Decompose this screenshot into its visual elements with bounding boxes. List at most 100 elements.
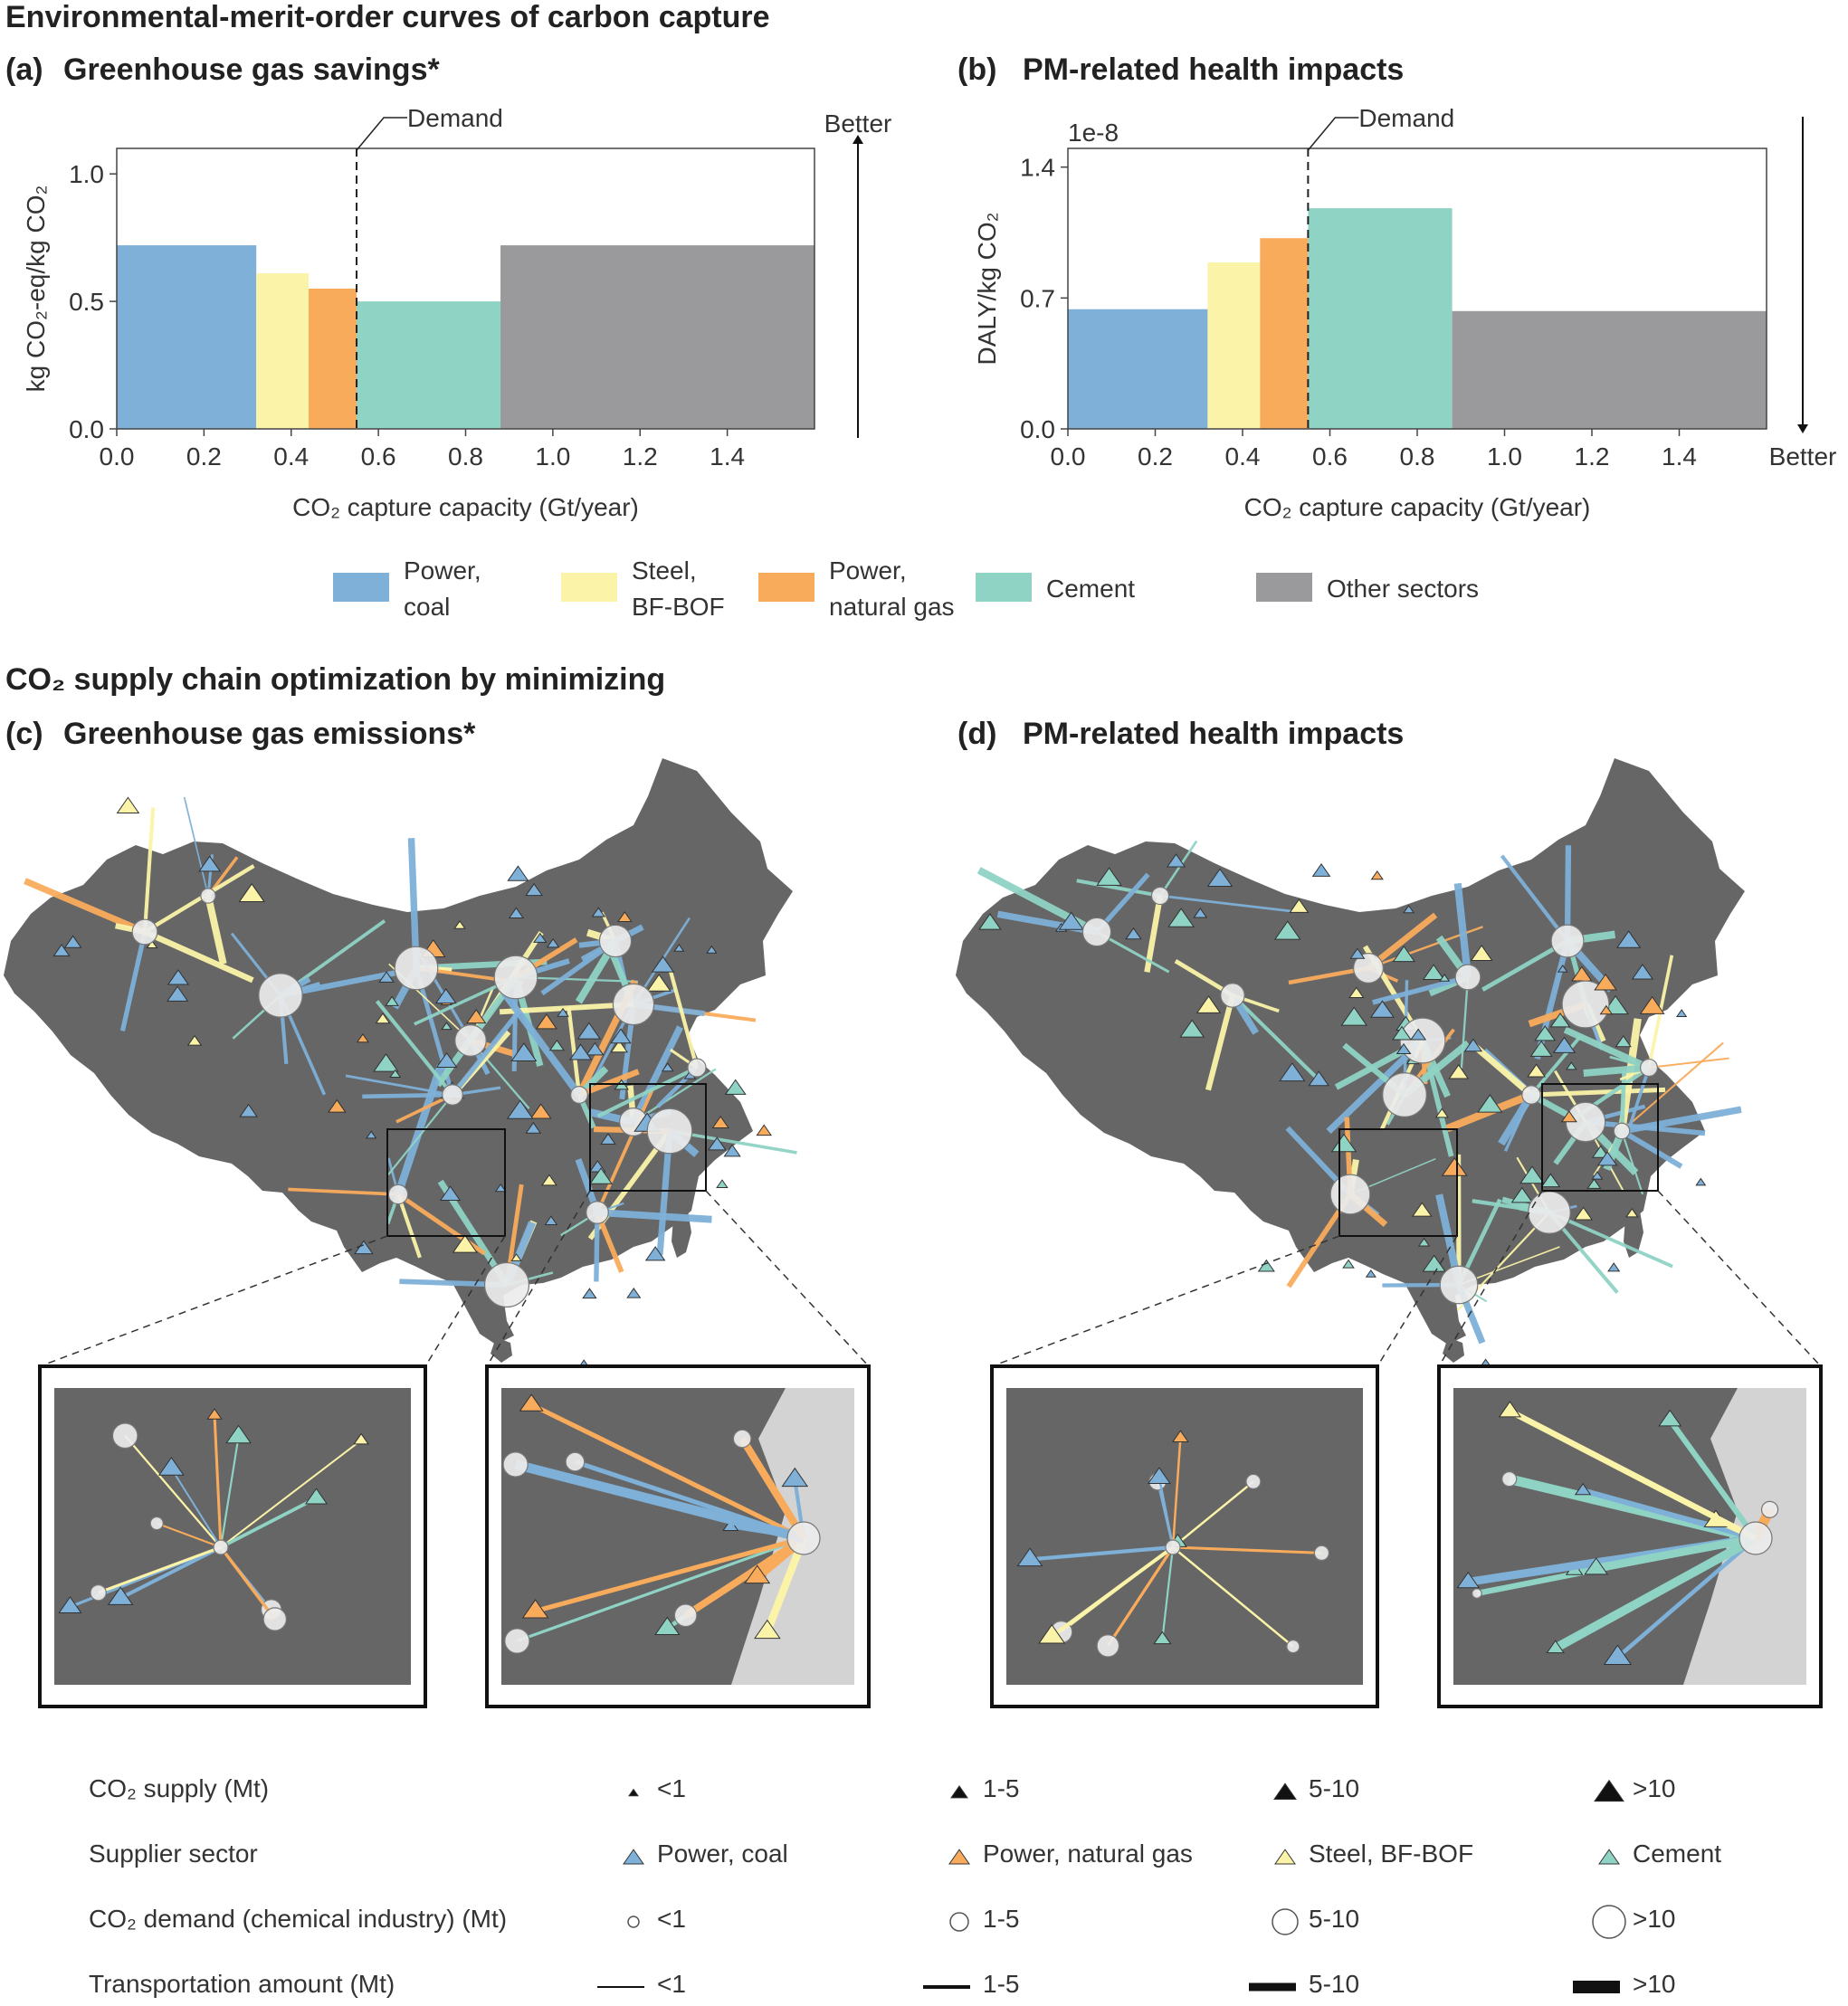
map-d-inset-link-0-2	[1161, 1546, 1175, 1640]
map-c-zoom-connector-1	[424, 1235, 506, 1367]
xtick-label-b-4: 0.8	[1400, 442, 1435, 471]
map-d-link-28	[1453, 882, 1472, 978]
map-d-inset-hub-0	[1165, 1539, 1181, 1555]
map-d-inset-demand-0-7	[1096, 1634, 1120, 1658]
map-c-supply-12-3	[510, 1253, 522, 1261]
map-d-inset-demand-1-6	[1501, 1471, 1518, 1488]
map-d-link-29	[1460, 976, 1470, 1069]
map-d-supply-11-0	[1607, 1262, 1621, 1272]
map-c-link-0	[183, 796, 209, 897]
map-d-supply-3-0	[1340, 1006, 1367, 1026]
xtick-label-a-7: 1.4	[710, 442, 745, 471]
map-c-supply-8-3	[529, 1103, 552, 1119]
legend-sector-symbol-2	[1274, 1849, 1296, 1865]
legend-supply-symbol-0	[628, 1788, 639, 1797]
map-d-zoom-connector-1	[1376, 1235, 1458, 1367]
legend-swatch-cement	[976, 573, 1032, 602]
better-label-b: Better	[1769, 442, 1837, 471]
legend-sector-item-3: Cement	[1633, 1840, 1721, 1868]
legend-text-power_gas-1: Power,	[829, 556, 907, 585]
map-d-link-56	[1621, 1106, 1742, 1135]
legend-demand-item-0: <1	[657, 1905, 686, 1933]
map-c-inset-link-0-10	[98, 1545, 222, 1594]
map-c-supply-12-2	[494, 1184, 507, 1193]
legend-demand-symbol-2	[1272, 1908, 1299, 1935]
map-d-supply-14-1	[1412, 1202, 1433, 1217]
map-c-demand-4	[454, 1024, 487, 1057]
map-c-supply-13-4	[439, 1185, 462, 1201]
map-d-inset-demand-1-0	[1472, 1588, 1482, 1599]
map-d-demand-13	[1329, 1174, 1371, 1215]
legend-sector-item-2: Steel, BF-BOF	[1309, 1840, 1473, 1868]
map-d-supply-11-2	[1591, 1171, 1604, 1180]
bar-b-1	[1207, 262, 1261, 429]
map-d-demand-11	[1528, 1191, 1571, 1234]
map-c-supply-2-0	[378, 971, 395, 983]
map-d-inset-supply-1-11	[1498, 1401, 1522, 1418]
map-c-supply-15-3	[756, 1124, 772, 1136]
map-d-supply-4-4	[1434, 1108, 1449, 1118]
map-d-supply-0-2	[1166, 853, 1186, 868]
map-d-inset-link-1-2	[1553, 1534, 1758, 1652]
legend-swatch-steel	[561, 573, 617, 602]
map-c-supply-13-2	[389, 1069, 402, 1078]
map-d-inset-supply-1-10	[1584, 1557, 1609, 1575]
map-d-zoom-connector-3	[1657, 1190, 1822, 1367]
map-c-supply-14-1	[506, 1099, 534, 1119]
map-d-demand-6	[1550, 924, 1585, 958]
map-d-inset-supply-1-8	[1574, 1482, 1592, 1496]
map-c-inset-link-0-9	[219, 1436, 240, 1548]
map-d-link-0	[1076, 879, 1161, 898]
map-c-supply-6-3	[706, 945, 718, 954]
map-c-supply-4-2	[557, 1007, 569, 1017]
map-d-supply-6-2	[1557, 965, 1568, 973]
panel-c-label: (c)	[5, 717, 43, 751]
map-c-inset-demand-1-11	[732, 1429, 752, 1449]
legend-text-steel-2: BF-BOF	[632, 593, 725, 621]
map-c-link-4	[119, 931, 148, 1032]
xtick-label-b-7: 1.4	[1662, 442, 1697, 471]
map-c-layer	[4, 758, 871, 1708]
map-c-supply-10-1	[716, 1179, 729, 1189]
map-d-inset-demand-0-5	[1245, 1473, 1262, 1490]
legend-transport-item-2: 5-10	[1309, 1970, 1359, 1998]
legend-transport-item-3: >10	[1633, 1970, 1676, 1998]
map-c-inset-supply-0-0	[58, 1596, 82, 1613]
map-c-demand-2	[258, 973, 303, 1018]
bar-a-0	[117, 245, 257, 429]
xtick-label-b-5: 1.0	[1487, 442, 1522, 471]
legend-transport-label: Transportation amount (Mt)	[89, 1970, 395, 1998]
map-d-supply-10-3	[1596, 1151, 1618, 1166]
map-d-supply-8-4	[1527, 1063, 1546, 1078]
map-d-inset-supply-1-7	[1456, 1571, 1481, 1589]
map-c-supply-8-2	[535, 1013, 557, 1030]
map-c-demand-10	[646, 1108, 693, 1155]
map-c-inset-link-0-6	[124, 1435, 222, 1548]
map-c-demand-1	[131, 918, 158, 946]
map-d-inset-link-1-11	[1508, 1408, 1758, 1541]
map-d-supply-13-2	[1257, 1259, 1275, 1272]
map-c-supply-5-0	[441, 1022, 452, 1031]
map-c-zoom-connector-3	[705, 1190, 870, 1367]
map-c-zoom-connector-0	[39, 1235, 388, 1367]
map-d-link-1	[1159, 894, 1294, 913]
map-c-supply-10-0	[707, 1136, 727, 1151]
xlabel-a: CO₂ capture capacity (Gt/year)	[292, 493, 639, 521]
map-c-supply-11-2	[544, 1215, 558, 1226]
map-d-link-93	[1648, 1057, 1729, 1069]
ytick-label-a-0: 0.0	[69, 415, 104, 443]
ytick-label-b-2: 1.4	[1020, 154, 1055, 182]
map-d-supply-2-0	[1179, 1019, 1205, 1038]
map-c-supply-14-0	[434, 988, 457, 1004]
map-d-inset-demand-1-4	[1760, 1500, 1779, 1518]
map-d-supply-2-3	[1195, 995, 1222, 1013]
map-d-supply-3-5	[1273, 920, 1301, 940]
map-c-link-87	[396, 1193, 422, 1259]
map-d-inset-link-0-10	[1171, 1437, 1182, 1548]
map-c-supply-15-2	[568, 1043, 593, 1060]
map-d-link-3	[1158, 840, 1198, 897]
legend-supply-symbol-1	[950, 1785, 968, 1799]
legend-text-other: Other sectors	[1327, 575, 1479, 603]
legend-sector-symbol-1	[948, 1849, 970, 1865]
map-d-supply-15-1	[1594, 973, 1617, 991]
